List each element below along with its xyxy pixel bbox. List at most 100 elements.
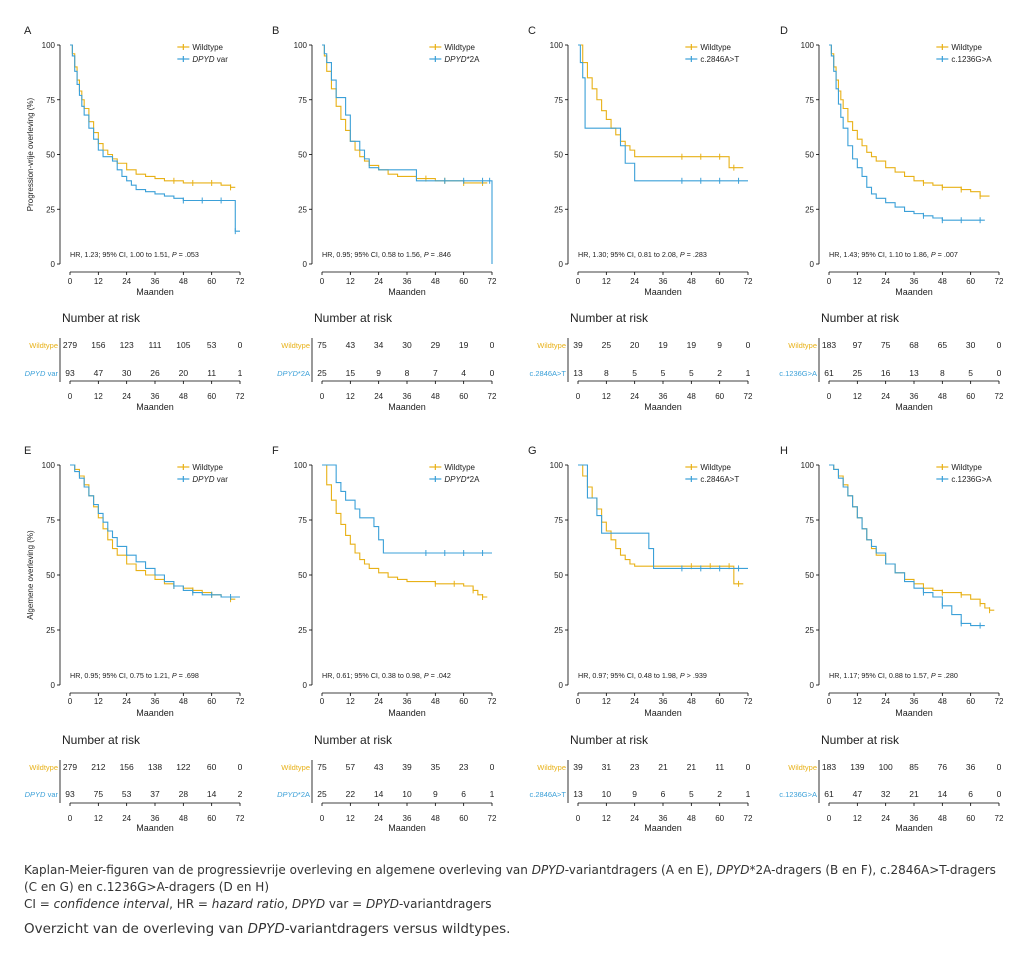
- y-tick-label: 50: [46, 571, 55, 580]
- x-tick-label: 12: [94, 277, 103, 286]
- risk-value-variant: 61: [824, 368, 834, 378]
- risk-x-tick-label: 48: [938, 814, 947, 823]
- risk-value-wildtype: 9: [717, 340, 722, 350]
- risk-x-tick-label: 12: [94, 392, 103, 401]
- risk-value-wildtype: 11: [715, 762, 724, 772]
- y-tick-label: 25: [805, 626, 814, 635]
- risk-value-wildtype: 25: [602, 340, 612, 350]
- y-tick-label: 0: [559, 681, 564, 690]
- x-tick-label: 36: [910, 697, 919, 706]
- x-tick-label: 72: [995, 277, 1004, 286]
- risk-value-wildtype: 23: [630, 762, 640, 772]
- x-tick-label: 12: [346, 277, 355, 286]
- caption-line-2: CI = confidence interval, HR = hazard ra…: [24, 897, 492, 911]
- risk-x-tick-label: 36: [403, 392, 412, 401]
- risk-label-variant: DPYD*2A: [277, 790, 310, 799]
- y-tick-label: 50: [805, 151, 814, 160]
- risk-x-tick-label: 72: [488, 392, 497, 401]
- x-tick-label: 72: [488, 277, 497, 286]
- risk-x-tick-label: 0: [320, 392, 325, 401]
- y-tick-label: 25: [46, 205, 55, 214]
- risk-value-variant: 2: [717, 789, 722, 799]
- x-tick-label: 24: [374, 277, 383, 286]
- caption-title: Overzicht van de overleving van DPYD-var…: [24, 921, 511, 937]
- panel-letter: C: [528, 25, 536, 37]
- x-tick-label: 48: [687, 277, 696, 286]
- risk-x-tick-label: 36: [151, 392, 160, 401]
- x-tick-label: 0: [576, 277, 581, 286]
- x-tick-label: 36: [910, 277, 919, 286]
- risk-value-variant: 25: [853, 368, 863, 378]
- x-axis-label: Maanden: [136, 708, 174, 718]
- y-tick-label: 25: [298, 626, 307, 635]
- risk-value-variant: 0: [997, 368, 1002, 378]
- x-tick-label: 0: [320, 277, 325, 286]
- risk-value-variant: 11: [207, 368, 216, 378]
- risk-value-variant: 10: [402, 789, 412, 799]
- x-tick-label: 0: [68, 697, 73, 706]
- risk-x-tick-label: 36: [659, 392, 668, 401]
- panel-letter: B: [272, 25, 279, 37]
- legend-variant-label: DPYD*2A: [444, 55, 480, 64]
- legend-wildtype-label: Wildtype: [951, 463, 982, 472]
- x-tick-label: 24: [374, 697, 383, 706]
- x-tick-label: 24: [122, 277, 131, 286]
- x-tick-label: 60: [459, 697, 468, 706]
- risk-value-variant: 37: [150, 789, 160, 799]
- risk-value-variant: 1: [490, 789, 495, 799]
- risk-value-wildtype: 30: [966, 340, 976, 350]
- hr-annotation: HR, 0.61; 95% CI, 0.38 to 0.98, P = .042: [322, 671, 451, 680]
- risk-value-variant: 15: [346, 368, 356, 378]
- caption-line-1: Kaplan-Meier-figuren van de progressievr…: [24, 863, 996, 894]
- x-tick-label: 60: [459, 277, 468, 286]
- x-axis-label: Maanden: [388, 287, 426, 297]
- risk-x-tick-label: 12: [94, 814, 103, 823]
- risk-value-variant: 14: [374, 789, 384, 799]
- risk-x-tick-label: 0: [576, 814, 581, 823]
- x-tick-label: 36: [403, 277, 412, 286]
- risk-x-tick-label: 60: [459, 814, 468, 823]
- x-tick-label: 12: [94, 697, 103, 706]
- y-tick-label: 50: [554, 151, 563, 160]
- risk-x-tick-label: 60: [207, 814, 216, 823]
- x-tick-label: 24: [881, 277, 890, 286]
- x-tick-label: 60: [207, 277, 216, 286]
- y-tick-label: 100: [801, 41, 815, 50]
- risk-value-wildtype: 122: [176, 762, 190, 772]
- risk-label-wildtype: Wildtype: [29, 341, 58, 350]
- risk-value-variant: 5: [661, 368, 666, 378]
- risk-value-variant: 21: [909, 789, 919, 799]
- risk-value-variant: 5: [689, 789, 694, 799]
- x-tick-label: 48: [938, 277, 947, 286]
- risk-x-tick-label: 24: [881, 392, 890, 401]
- risk-x-tick-label: 72: [488, 814, 497, 823]
- y-tick-label: 50: [46, 151, 55, 160]
- y-tick-label: 50: [805, 571, 814, 580]
- y-axis-label: Progression-vrije overleving (%): [26, 97, 35, 211]
- x-tick-label: 0: [68, 277, 73, 286]
- risk-value-variant: 32: [881, 789, 891, 799]
- x-tick-label: 12: [853, 697, 862, 706]
- hr-annotation: HR, 0.97; 95% CI, 0.48 to 1.98, P > .939: [578, 671, 707, 680]
- risk-label-variant: DPYD var: [25, 790, 59, 799]
- km-curve-wildtype: [578, 44, 744, 169]
- risk-x-axis-label: Maanden: [136, 823, 174, 833]
- y-axis-label: Algemene overleving (%): [26, 530, 35, 620]
- panel-letter: H: [780, 445, 788, 457]
- risk-value-wildtype: 39: [402, 762, 412, 772]
- risk-x-tick-label: 12: [602, 392, 611, 401]
- legend-variant-label: c.1236G>A: [951, 475, 992, 484]
- risk-value-variant: 6: [968, 789, 973, 799]
- risk-label-wildtype: Wildtype: [281, 763, 310, 772]
- risk-value-wildtype: 29: [431, 340, 441, 350]
- risk-value-variant: 26: [150, 368, 160, 378]
- risk-x-tick-label: 48: [687, 392, 696, 401]
- risk-value-wildtype: 19: [459, 340, 469, 350]
- risk-value-wildtype: 139: [850, 762, 864, 772]
- x-tick-label: 48: [687, 697, 696, 706]
- risk-value-variant: 8: [405, 368, 410, 378]
- x-tick-label: 24: [122, 697, 131, 706]
- risk-value-wildtype: 0: [997, 340, 1002, 350]
